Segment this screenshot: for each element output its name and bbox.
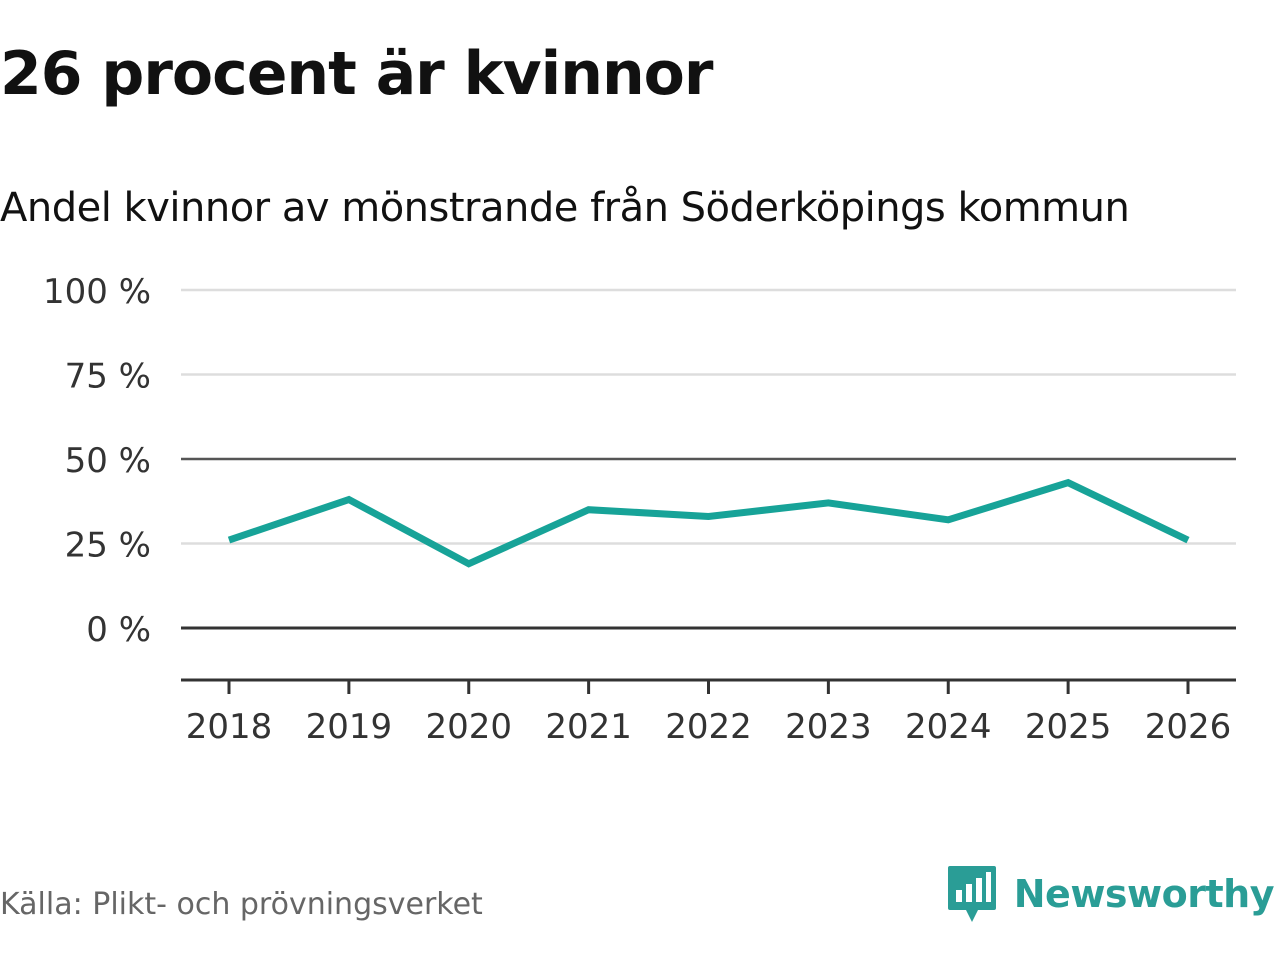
x-axis: 2018 2019 2020 2021 2022 2023 2024 2025 2026 bbox=[181, 678, 1236, 747]
brand-logo: Newsworthy bbox=[946, 864, 1275, 924]
x-tick-label: 2024 bbox=[905, 707, 992, 747]
x-tick-label: 2023 bbox=[785, 707, 872, 747]
x-tick-label: 2019 bbox=[306, 707, 393, 747]
y-axis-tick-labels: 0 % 25 % 50 % 75 % 100 % bbox=[43, 272, 151, 650]
y-gridlines bbox=[181, 288, 1236, 630]
brand-name: Newsworthy bbox=[1013, 872, 1275, 916]
x-tick-label: 2026 bbox=[1145, 707, 1232, 747]
line-chart: 0 % 25 % 50 % 75 % 100 % 2018 2019 2020 2021 202… bbox=[43, 272, 1236, 747]
x-tick-label: 2025 bbox=[1025, 707, 1112, 747]
chart-title: 26 procent är kvinnor bbox=[0, 39, 713, 109]
bar-chart-speech-bubble-icon bbox=[947, 866, 996, 922]
y-tick-label: 100 % bbox=[43, 272, 151, 312]
x-tick-label: 2022 bbox=[665, 707, 752, 747]
series-lines bbox=[227, 478, 1190, 568]
y-tick-label: 25 % bbox=[65, 526, 151, 566]
x-tick-label: 2020 bbox=[425, 707, 512, 747]
x-tick-label: 2021 bbox=[545, 707, 632, 747]
y-tick-label: 75 % bbox=[65, 357, 151, 397]
y-tick-label: 50 % bbox=[65, 441, 151, 481]
source-note: Källa: Plikt- och prövningsverket bbox=[0, 887, 483, 922]
x-tick-label: 2018 bbox=[186, 707, 273, 747]
chart-subtitle: Andel kvinnor av mönstrande från Söderkö… bbox=[0, 185, 1130, 231]
y-tick-label: 0 % bbox=[86, 610, 151, 650]
series-line bbox=[227, 478, 1190, 568]
